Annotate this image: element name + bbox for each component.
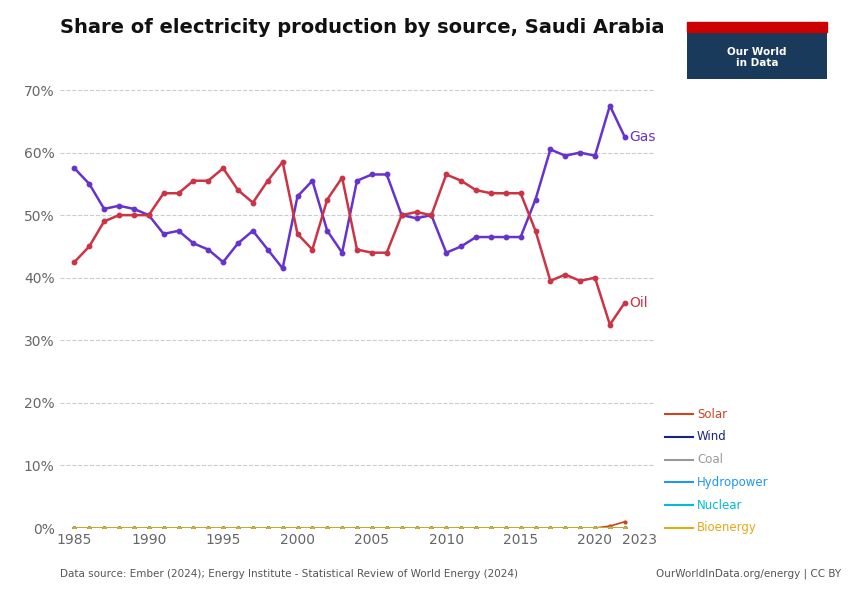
Text: Coal: Coal (697, 453, 723, 466)
Text: OurWorldInData.org/energy | CC BY: OurWorldInData.org/energy | CC BY (656, 569, 842, 579)
Text: Oil: Oil (629, 296, 648, 310)
Bar (687, 22, 827, 32)
Text: Hydropower: Hydropower (697, 476, 768, 489)
Text: Solar: Solar (697, 407, 727, 421)
Text: Share of electricity production by source, Saudi Arabia: Share of electricity production by sourc… (60, 18, 664, 37)
Text: Our World
in Data: Our World in Data (728, 47, 787, 68)
Text: Wind: Wind (697, 430, 727, 443)
Text: Data source: Ember (2024); Energy Institute - Statistical Review of World Energy: Data source: Ember (2024); Energy Instit… (60, 569, 518, 579)
Text: Gas: Gas (629, 130, 655, 144)
Text: Bioenergy: Bioenergy (697, 521, 756, 535)
Text: Nuclear: Nuclear (697, 499, 743, 512)
